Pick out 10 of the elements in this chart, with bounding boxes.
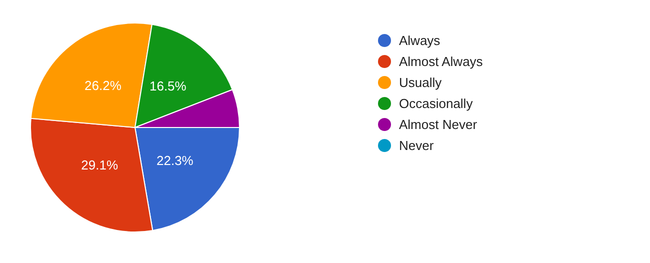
data-label: 16.5% [149,78,187,94]
data-label: 22.3% [156,152,194,168]
legend-label: Always [399,33,440,48]
legend-label: Never [399,138,434,153]
data-label: 29.1% [81,158,118,172]
legend-label: Usually [399,75,442,90]
legend-label: Almost Never [399,117,478,132]
legend-label: Almost Always [399,54,483,69]
legend-label: Occasionally [399,96,473,111]
data-label: 26.2% [84,78,122,93]
